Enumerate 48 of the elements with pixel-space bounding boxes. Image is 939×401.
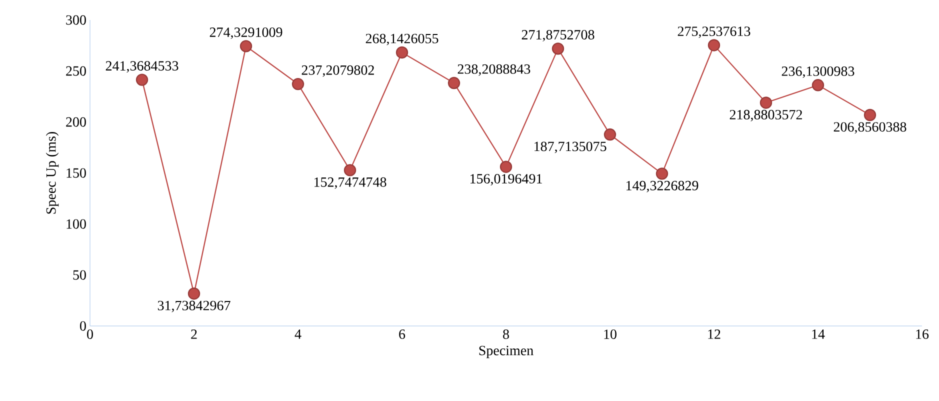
x-tick-label: 2: [191, 330, 197, 339]
point: [396, 46, 408, 59]
y-axis-title: Speec Up (ms): [46, 132, 59, 214]
x-tick-label: 6: [399, 330, 406, 339]
x-tick-label: 0: [87, 330, 93, 339]
x-tick-label: 14: [812, 330, 825, 339]
point: [604, 128, 616, 141]
data-label: 236,1300983: [782, 66, 854, 78]
data-label: 187,7135075: [534, 142, 606, 154]
point: [656, 168, 668, 180]
point: [344, 164, 356, 176]
point: [188, 288, 200, 300]
point: [760, 96, 772, 109]
data-label: 237,2079802: [302, 65, 374, 77]
data-label: 241,3684533: [106, 61, 178, 73]
point: [292, 78, 304, 90]
data-label: 152,7474748: [314, 177, 386, 189]
point: [240, 40, 252, 52]
point: [812, 79, 824, 92]
data-label: 238,2088843: [458, 64, 530, 76]
x-tick-label: 4: [294, 330, 302, 339]
y-tick-label: 250: [66, 66, 86, 76]
x-axis-title: Specimen: [479, 346, 534, 358]
point: [448, 76, 460, 90]
data-label: 156,0196491: [470, 174, 542, 186]
x-tick-label: 10: [604, 330, 616, 339]
point: [864, 108, 876, 122]
data-label: 274,3291009: [210, 28, 282, 39]
y-tick-label: 300: [66, 15, 86, 25]
y-tick-label: 150: [66, 168, 86, 178]
data-label: 149,3226829: [626, 180, 698, 192]
data-label: 268,1426055: [366, 34, 438, 46]
data-label: 218,8803572: [730, 110, 802, 122]
x-tick-label: 12: [708, 330, 720, 339]
y-tick-label: 0: [80, 321, 86, 331]
y-tick-label: 200: [66, 117, 86, 127]
y-tick-label: 50: [73, 270, 86, 280]
data-label: 31,73842967: [158, 300, 230, 312]
data-label: 275,2537613: [678, 26, 750, 38]
point: [136, 74, 148, 86]
y-tick-label: 100: [66, 219, 86, 229]
data-label: 271,8752708: [522, 30, 594, 42]
point: [500, 160, 512, 173]
data-label: 206,8560388: [834, 122, 906, 134]
x-tick-label: 8: [503, 330, 509, 339]
x-tick-label: 16: [916, 330, 929, 339]
point: [552, 42, 564, 55]
point: [708, 39, 720, 52]
